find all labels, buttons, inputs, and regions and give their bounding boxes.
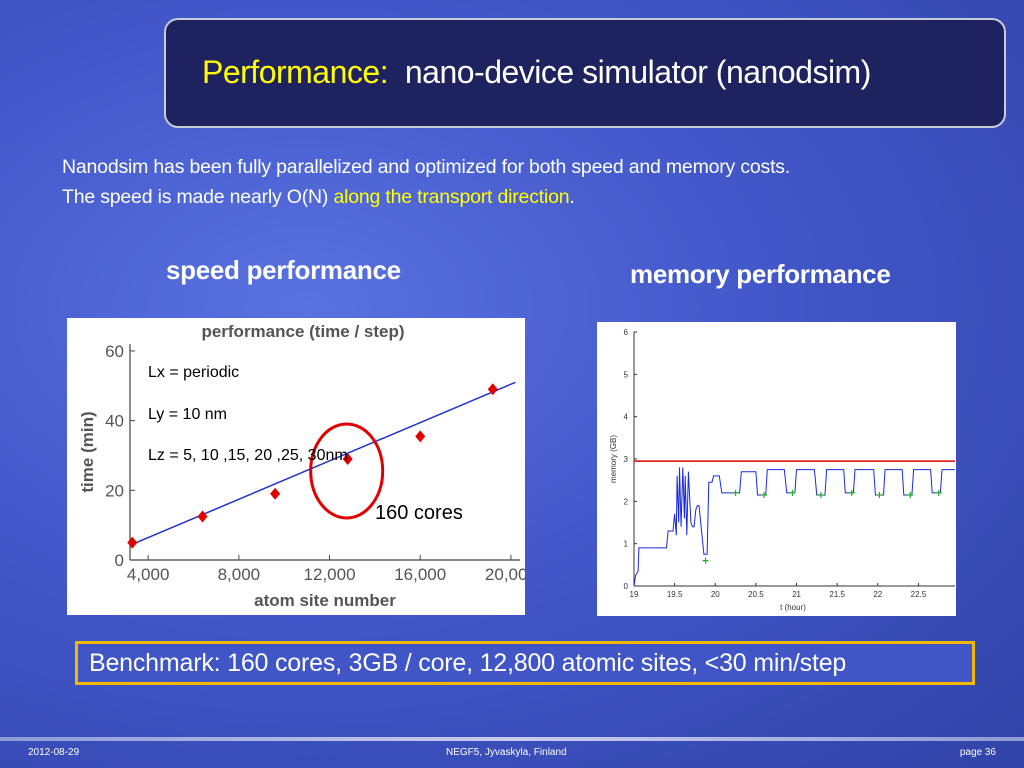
memory-marker [817,491,824,498]
x-axis-label: t (hour) [780,603,806,612]
data-point [197,510,208,523]
data-point [127,536,138,549]
intro-line-2-end: . [569,186,575,208]
y-tick-label: 20 [105,481,124,500]
x-tick-label: 20.5 [748,590,764,599]
slide-title: Performance: nano-device simulator (nano… [202,54,871,91]
title-rest: nano-device simulator (nanodsim) [404,54,872,90]
intro-text: Nanodsim has been fully parallelized and… [62,152,790,212]
x-tick-label: 8,000 [218,565,261,584]
intro-line-2: The speed is made nearly O(N) along the … [62,182,790,212]
benchmark-box: Benchmark: 160 cores, 3GB / core, 12,800… [75,641,975,685]
annotation-lz: Lz = 5, 10 ,15, 20 ,25, 30nm [148,447,348,464]
data-point [487,383,498,396]
y-tick-label: 6 [624,328,629,337]
x-tick-label: 22.5 [911,590,927,599]
y-tick-label: 1 [624,540,629,549]
annotation-cores: 160 cores [375,502,463,524]
intro-line-1: Nanodsim has been fully parallelized and… [62,156,791,178]
speed-heading: speed performance [166,255,401,285]
annotation-lx: Lx = periodic [148,364,239,381]
memory-chart-panel: 0 1 2 3 4 5 6 19 19.5 20 20.5 21 21.5 22 22.5 t (hour) m… [597,322,956,616]
memory-marker [876,491,883,498]
footer-center: NEGF5, Jyvaskyla, Finland [446,747,567,758]
y-tick-label: 60 [105,342,124,361]
x-tick-label: 21 [792,590,801,599]
footer-date: 2012-08-29 [28,747,80,758]
x-tick-label: 21.5 [829,590,845,599]
memory-trace [633,467,955,587]
annotation-ly: Ly = 10 nm [148,406,227,423]
x-tick-label: 19 [630,590,639,599]
data-point [270,487,281,500]
x-tick-label: 20,000 [485,565,525,584]
title-box: Performance: nano-device simulator (nano… [164,18,1006,128]
memory-marker [702,557,709,564]
y-tick-label: 4 [624,413,629,422]
memory-marker [789,489,796,496]
y-tick-label: 40 [105,412,124,431]
y-tick-label: 0 [115,551,124,570]
y-axis-label: time (min) [78,411,97,492]
speed-chart: performance (time / step) 0 20 40 60 4,000 8,0… [78,322,525,610]
x-axis-label: atom site number [254,591,396,610]
intro-line-2-start: The speed is made nearly O(N) [62,186,334,208]
fit-line [131,381,516,546]
intro-line-2-highlight: along the transport direction [333,186,570,208]
footer-divider [0,737,1024,741]
x-tick-label: 22 [873,590,882,599]
chart-title: performance (time / step) [201,322,404,341]
memory-marker [848,489,855,496]
footer-page: page 36 [959,747,996,758]
x-tick-label: 4,000 [127,565,170,584]
memory-marker [732,489,739,496]
y-tick-label: 5 [624,370,629,379]
x-tick-label: 12,000 [304,565,356,584]
title-highlight: Performance: [202,54,389,90]
memory-chart: 0 1 2 3 4 5 6 19 19.5 20 20.5 21 21.5 22 22.5 t (hour) m… [609,328,955,612]
memory-marker [935,489,942,496]
memory-heading: memory performance [630,259,891,289]
speed-chart-panel: performance (time / step) 0 20 40 60 4,000 8,0… [67,318,525,615]
y-axis-label: memory (GB) [609,435,618,483]
memory-marker [761,491,768,498]
x-tick-label: 16,000 [394,565,446,584]
x-tick-label: 20 [711,590,720,599]
y-tick-label: 3 [624,455,629,464]
data-point [342,452,353,465]
highlight-circle [309,422,385,520]
data-point [415,430,426,443]
x-tick-label: 19.5 [667,590,683,599]
y-tick-label: 2 [624,497,629,506]
memory-marker [907,491,914,498]
y-tick-label: 0 [624,582,629,591]
